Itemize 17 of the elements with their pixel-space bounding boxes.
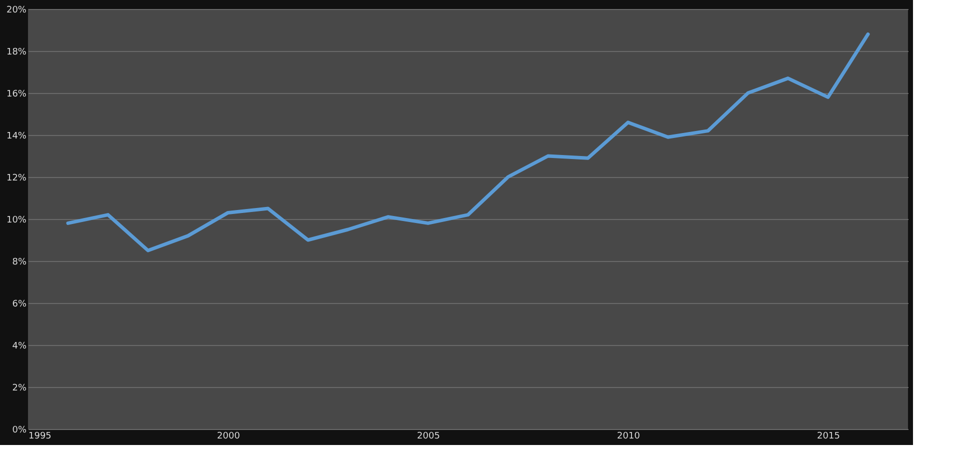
- y-tick-label: 12%: [6, 174, 27, 184]
- y-tick-label: 10%: [6, 216, 27, 226]
- y-tick-label: 20%: [6, 6, 27, 16]
- x-tick-label: 2005: [417, 432, 440, 442]
- line-series: [66, 32, 870, 252]
- x-tick-label: 2010: [617, 432, 640, 442]
- y-tick-label: 0%: [12, 426, 27, 436]
- x-tick-label: 2000: [217, 432, 240, 442]
- y-tick-label: 4%: [12, 342, 27, 352]
- y-tick-label: 14%: [6, 132, 27, 142]
- x-tick-label: 2015: [817, 432, 840, 442]
- y-tick-label: 18%: [6, 48, 27, 58]
- y-tick-label: 6%: [12, 300, 27, 310]
- y-tick-label: 8%: [12, 258, 27, 268]
- x-tick-label: 1995: [28, 432, 52, 442]
- y-tick-label: 16%: [6, 90, 27, 100]
- y-tick-label: 2%: [12, 384, 27, 394]
